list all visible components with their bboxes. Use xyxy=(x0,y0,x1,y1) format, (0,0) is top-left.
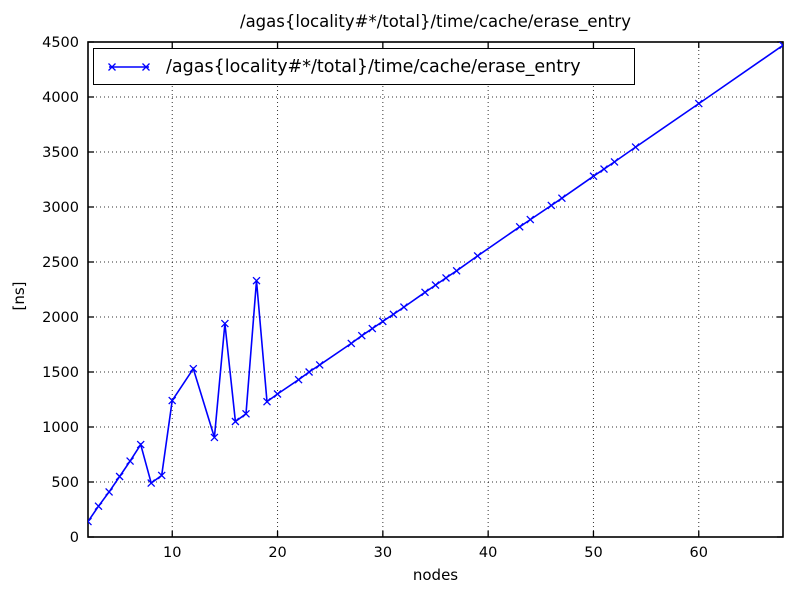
data-line xyxy=(88,44,783,523)
y-tick-label: 1000 xyxy=(42,420,79,436)
y-tick-label: 4500 xyxy=(42,35,79,51)
axes-frame xyxy=(87,41,784,538)
x-tick-label: 10 xyxy=(163,545,181,561)
x-tick-label: 30 xyxy=(374,545,392,561)
y-tick-label: 0 xyxy=(70,530,79,546)
y-axis-label: [ns] xyxy=(10,281,28,311)
y-tick-label: 1500 xyxy=(42,365,79,381)
legend: /agas{locality#*/total}/time/cache/erase… xyxy=(93,48,635,85)
x-tick-label: 40 xyxy=(479,545,497,561)
data-series-group xyxy=(88,42,783,526)
data-point-markers xyxy=(88,42,783,526)
y-tick-label: 2000 xyxy=(42,310,79,326)
y-tick-label: 4000 xyxy=(42,90,79,106)
legend-label: /agas{locality#*/total}/time/cache/erase… xyxy=(166,56,581,77)
x-tick-label: 50 xyxy=(584,545,602,561)
x-tick-label: 60 xyxy=(690,545,708,561)
x-tick-label: 20 xyxy=(268,545,286,561)
y-tick-label: 2500 xyxy=(42,255,79,271)
x-axis-label: nodes xyxy=(412,566,459,584)
chart-title: /agas{locality#*/total}/time/cache/erase… xyxy=(240,12,631,31)
y-tick-label: 500 xyxy=(51,475,79,491)
y-tick-label: 3500 xyxy=(42,145,79,161)
y-tick-label: 3000 xyxy=(42,200,79,216)
legend-line-sample-icon xyxy=(108,62,150,71)
